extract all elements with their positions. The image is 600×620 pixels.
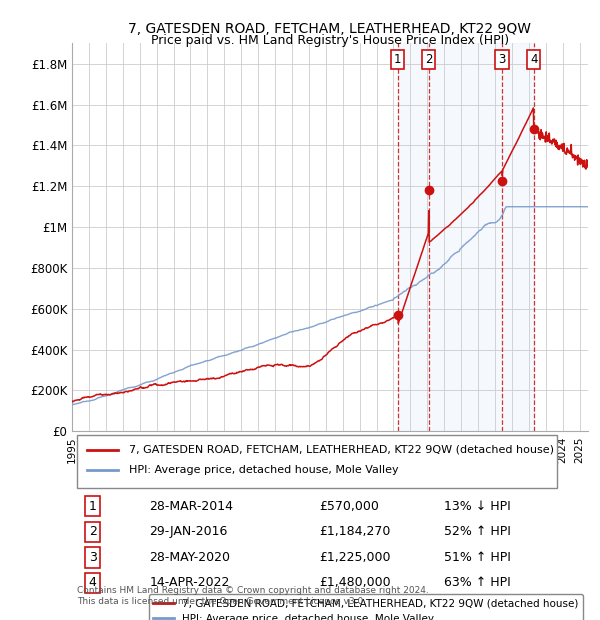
Text: 14-APR-2022: 14-APR-2022 [149,577,230,590]
Text: 1: 1 [89,500,97,513]
Text: 28-MAR-2014: 28-MAR-2014 [149,500,233,513]
Text: HPI: Average price, detached house, Mole Valley: HPI: Average price, detached house, Mole… [129,465,398,475]
Text: £570,000: £570,000 [320,500,380,513]
Text: 2: 2 [425,53,433,66]
Text: 1: 1 [394,53,401,66]
Text: £1,184,270: £1,184,270 [320,525,391,538]
Text: Price paid vs. HM Land Registry's House Price Index (HPI): Price paid vs. HM Land Registry's House … [151,34,509,47]
Text: 28-MAY-2020: 28-MAY-2020 [149,551,230,564]
Text: 63% ↑ HPI: 63% ↑ HPI [443,577,510,590]
Text: £1,225,000: £1,225,000 [320,551,391,564]
Legend: 7, GATESDEN ROAD, FETCHAM, LEATHERHEAD, KT22 9QW (detached house), HPI: Average : 7, GATESDEN ROAD, FETCHAM, LEATHERHEAD, … [149,594,583,620]
Text: 3: 3 [499,53,506,66]
Text: 13% ↓ HPI: 13% ↓ HPI [443,500,510,513]
Text: £1,480,000: £1,480,000 [320,577,391,590]
Text: 51% ↑ HPI: 51% ↑ HPI [443,551,511,564]
Text: 7, GATESDEN ROAD, FETCHAM, LEATHERHEAD, KT22 9QW (detached house): 7, GATESDEN ROAD, FETCHAM, LEATHERHEAD, … [129,445,554,455]
Text: 4: 4 [530,53,538,66]
Text: 29-JAN-2016: 29-JAN-2016 [149,525,228,538]
FancyBboxPatch shape [77,435,557,488]
Text: 52% ↑ HPI: 52% ↑ HPI [443,525,511,538]
Text: Contains HM Land Registry data © Crown copyright and database right 2024.
This d: Contains HM Land Registry data © Crown c… [77,587,429,606]
Text: 4: 4 [89,577,97,590]
Bar [398,43,533,432]
Text: 7, GATESDEN ROAD, FETCHAM, LEATHERHEAD, KT22 9QW: 7, GATESDEN ROAD, FETCHAM, LEATHERHEAD, … [128,22,532,36]
Text: 3: 3 [89,551,97,564]
Text: 2: 2 [89,525,97,538]
